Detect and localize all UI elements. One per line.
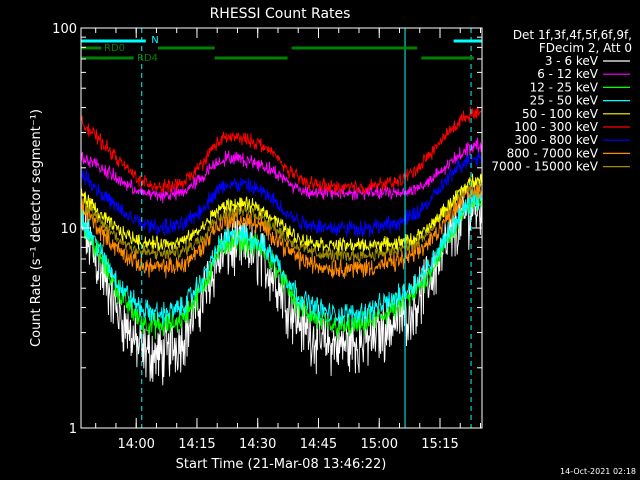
legend-label: 300 - 800 keV <box>514 133 598 147</box>
y-tick-label: 1 <box>69 422 77 437</box>
x-tick-label: 14:00 <box>117 437 154 452</box>
series-line-25-50keV <box>80 189 483 326</box>
series-line-300-800keV <box>80 151 483 238</box>
marker-layer <box>141 28 472 428</box>
series-line-800-7000keV <box>80 182 483 279</box>
legend-label: 12 - 25 keV <box>530 80 599 94</box>
x-tick-label: 15:15 <box>421 437 458 452</box>
legend-header-line2: FDecim 2, Att 0 <box>539 41 632 55</box>
x-tick-label: 15:00 <box>361 437 398 452</box>
legend-label: 3 - 6 keV <box>545 54 599 68</box>
state-bar-label-rd0: RD0 <box>104 43 125 54</box>
x-tick-label: 14:15 <box>178 437 215 452</box>
state-bars: N RD0 RD4 <box>81 35 482 64</box>
chart-title: RHESSI Count Rates <box>210 6 351 22</box>
legend-label: 25 - 50 keV <box>530 94 599 108</box>
legend-header-line1: Det 1f,3f,4f,5f,6f,9f, <box>513 28 632 42</box>
legend-label: 6 - 12 keV <box>537 67 599 81</box>
series-line-100-300keV <box>80 106 483 196</box>
timestamp: 14-Oct-2021 02:18 <box>560 467 636 476</box>
axes: 1 10 100 14:00 14:15 14:30 14:45 15:00 15:15 <box>52 22 482 452</box>
x-tick-label: 14:30 <box>239 437 276 452</box>
y-axis-label: Count Rate (s⁻¹ detector segment⁻¹) <box>29 109 44 347</box>
legend-label: 800 - 7000 keV <box>507 146 599 160</box>
x-axis-label: Start Time (21-Mar-08 13:46:22) <box>176 457 387 472</box>
legend-label: 7000 - 15000 keV <box>491 160 598 174</box>
y-tick-label: 100 <box>52 22 77 37</box>
series-line-50-100keV <box>80 173 483 253</box>
legend-label: 100 - 300 keV <box>514 120 598 134</box>
state-bar-label-n: N <box>151 35 158 46</box>
y-tick-label: 10 <box>60 222 77 237</box>
series-line-12-25keV <box>80 189 483 340</box>
legend: Det 1f,3f,4f,5f,6f,9f, FDecim 2, Att 0 3… <box>491 28 632 174</box>
state-bar-label-rd4: RD4 <box>137 53 158 64</box>
series-line-6-12keV <box>80 136 483 204</box>
x-tick-label: 14:45 <box>300 437 337 452</box>
series-layer <box>80 106 483 386</box>
legend-label: 50 - 100 keV <box>522 107 599 121</box>
